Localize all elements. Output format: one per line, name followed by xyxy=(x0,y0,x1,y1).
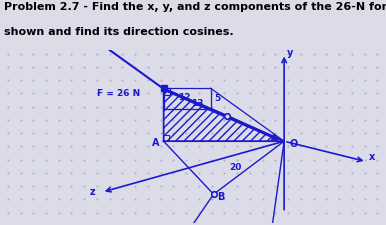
Text: 13: 13 xyxy=(191,99,203,108)
Text: F = 26 N: F = 26 N xyxy=(97,89,140,98)
Text: z: z xyxy=(90,187,96,197)
Text: x: x xyxy=(368,152,375,162)
Text: 20: 20 xyxy=(229,163,242,172)
Text: B: B xyxy=(217,192,225,202)
Text: O: O xyxy=(289,139,297,149)
Text: shown and find its direction cosines.: shown and find its direction cosines. xyxy=(4,27,234,37)
Text: y: y xyxy=(287,48,293,58)
Text: A: A xyxy=(152,138,159,148)
Text: 5: 5 xyxy=(215,94,221,104)
Text: 12: 12 xyxy=(178,93,191,102)
Text: Problem 2.7 - Find the x, y, and z components of the 26-N force: Problem 2.7 - Find the x, y, and z compo… xyxy=(4,2,386,12)
